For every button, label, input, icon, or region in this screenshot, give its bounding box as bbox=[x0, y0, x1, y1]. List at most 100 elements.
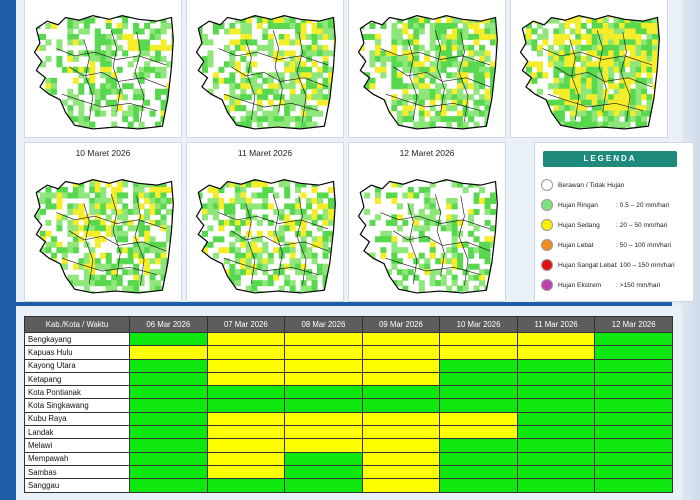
legend-swatch-icon bbox=[541, 179, 553, 191]
table-header-date: 11 Mar 2026 bbox=[516, 316, 596, 333]
legend: LEGENDA Berawan / Tidak Hujan Hujan Ringa… bbox=[534, 142, 694, 302]
forecast-cell bbox=[439, 411, 518, 427]
forecast-cell bbox=[129, 345, 208, 360]
forecast-cell bbox=[594, 451, 673, 466]
legend-label: Hujan Sangat Lebat bbox=[558, 261, 617, 269]
map-panel-top-3 bbox=[510, 0, 668, 138]
legend-item: Hujan Sangat Lebat: 100 – 150 mm/hari bbox=[541, 257, 675, 273]
rainfall-map-top-3 bbox=[519, 15, 660, 130]
legend-label: Hujan Sedang bbox=[558, 221, 600, 229]
legend-range: : 50 – 100 mm/hari bbox=[616, 241, 671, 249]
map-panel-bottom-2: 12 Maret 2026 bbox=[348, 142, 506, 302]
forecast-cell bbox=[284, 358, 363, 373]
region-name: Sambas bbox=[24, 464, 130, 480]
forecast-cell bbox=[439, 478, 518, 493]
forecast-cell bbox=[284, 371, 363, 387]
region-name: Kota Pontianak bbox=[24, 385, 130, 400]
forecast-cell bbox=[129, 451, 208, 466]
map-panel-top-1 bbox=[186, 0, 344, 138]
forecast-cell bbox=[516, 331, 596, 347]
forecast-cell bbox=[594, 331, 673, 347]
legend-item: Hujan Ringan: 0.5 – 20 mm/hari bbox=[541, 197, 669, 213]
forecast-cell bbox=[594, 398, 673, 413]
forecast-cell bbox=[594, 371, 673, 387]
forecast-cell bbox=[361, 411, 441, 427]
legend-item: Hujan Sedang: 20 – 50 mm/hari bbox=[541, 217, 667, 233]
forecast-cell bbox=[594, 438, 673, 453]
map-panel: 10 Maret 2026 11 Maret 2026 12 Maret 2026 … bbox=[16, 0, 694, 302]
forecast-cell bbox=[206, 464, 286, 480]
legend-item: Hujan Ekstrem: >150 mm/hari bbox=[541, 277, 660, 293]
table-header-region: Kab./Kota / Waktu bbox=[24, 316, 130, 333]
legend-label: Berawan / Tidak Hujan bbox=[558, 181, 625, 189]
region-name: Mempawah bbox=[24, 451, 130, 466]
rainfall-map-bottom-1 bbox=[195, 179, 336, 294]
forecast-cell bbox=[206, 478, 286, 493]
table-row: Sanggau bbox=[24, 478, 673, 493]
legend-label: Hujan Ringan bbox=[558, 201, 598, 209]
forecast-cell bbox=[284, 425, 363, 440]
forecast-cell bbox=[439, 345, 518, 360]
map-panel-top-2 bbox=[348, 0, 506, 138]
forecast-cell bbox=[439, 385, 518, 400]
forecast-cell bbox=[361, 385, 441, 400]
forecast-cell bbox=[284, 411, 363, 427]
rainfall-map-bottom-2 bbox=[357, 179, 498, 294]
forecast-cell bbox=[206, 385, 286, 400]
rainfall-map-top-1 bbox=[195, 15, 336, 130]
forecast-cell bbox=[439, 371, 518, 387]
legend-swatch-icon bbox=[541, 199, 553, 211]
legend-item: Hujan Lebat: 50 – 100 mm/hari bbox=[541, 237, 671, 253]
forecast-cell bbox=[439, 464, 518, 480]
forecast-cell bbox=[284, 438, 363, 453]
forecast-cell bbox=[129, 398, 208, 413]
forecast-cell bbox=[206, 451, 286, 466]
region-name: Landak bbox=[24, 425, 130, 440]
rainfall-map-bottom-0 bbox=[33, 179, 174, 294]
forecast-cell bbox=[516, 371, 596, 387]
forecast-cell bbox=[129, 385, 208, 400]
forecast-cell bbox=[516, 451, 596, 466]
forecast-cell bbox=[594, 345, 673, 360]
forecast-cell bbox=[129, 411, 208, 427]
forecast-cell bbox=[129, 464, 208, 480]
forecast-cell bbox=[206, 411, 286, 427]
forecast-cell bbox=[284, 464, 363, 480]
forecast-cell bbox=[594, 411, 673, 427]
forecast-cell bbox=[361, 464, 441, 480]
region-name: Ketapang bbox=[24, 371, 130, 387]
table-row: Landak bbox=[24, 425, 673, 440]
forecast-cell bbox=[361, 345, 441, 360]
table-header-date: 12 Mar 2026 bbox=[594, 316, 673, 333]
forecast-cell bbox=[516, 425, 596, 440]
forecast-cell bbox=[129, 478, 208, 493]
forecast-cell bbox=[284, 478, 363, 493]
forecast-cell bbox=[439, 425, 518, 440]
forecast-cell bbox=[594, 358, 673, 373]
table-row: Kota Singkawang bbox=[24, 398, 673, 413]
forecast-cell bbox=[439, 451, 518, 466]
forecast-cell bbox=[129, 358, 208, 373]
forecast-cell bbox=[129, 425, 208, 440]
forecast-cell bbox=[129, 371, 208, 387]
legend-swatch-icon bbox=[541, 219, 553, 231]
table-body: Bengkayang Kapuas Hulu Kayong Utara Ketapan… bbox=[24, 331, 673, 493]
map-panel-bottom-1: 11 Maret 2026 bbox=[186, 142, 344, 302]
table-row: Sambas bbox=[24, 464, 673, 480]
forecast-cell bbox=[516, 345, 596, 360]
table-header-date: 08 Mar 2026 bbox=[284, 316, 363, 333]
forecast-cell bbox=[284, 385, 363, 400]
legend-item: Berawan / Tidak Hujan bbox=[541, 177, 624, 193]
table-row: Bengkayang bbox=[24, 331, 673, 347]
legend-swatch-icon bbox=[541, 259, 553, 271]
forecast-cell bbox=[284, 345, 363, 360]
table-row: Mempawah bbox=[24, 451, 673, 466]
forecast-cell bbox=[206, 331, 286, 347]
region-name: Melawi bbox=[24, 438, 130, 453]
forecast-cell bbox=[361, 425, 441, 440]
map-date-label: 12 Maret 2026 bbox=[399, 148, 455, 158]
forecast-cell bbox=[206, 425, 286, 440]
forecast-cell bbox=[206, 345, 286, 360]
table-header-date: 10 Mar 2026 bbox=[439, 316, 518, 333]
forecast-cell bbox=[439, 398, 518, 413]
